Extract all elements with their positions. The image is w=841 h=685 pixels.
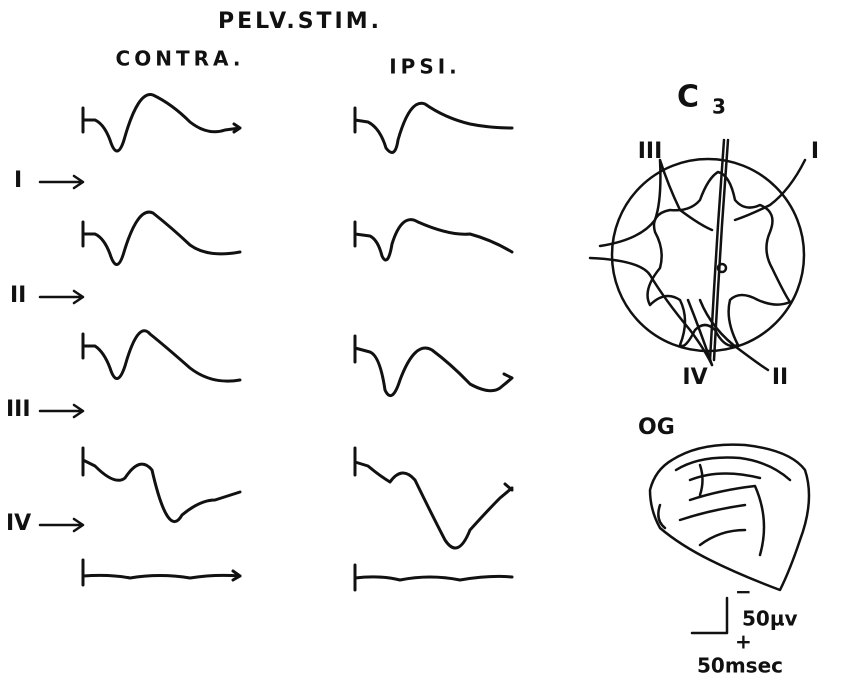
figure: PELV.STIM. CONTRA. IPSI. I II III IV C 3: [0, 0, 841, 685]
row-label: I: [14, 168, 22, 193]
tract-label: IV: [682, 365, 707, 390]
scale-minus: −: [735, 580, 752, 604]
tract-label: II: [772, 365, 788, 390]
scale-voltage: 50µv: [742, 607, 798, 631]
column-label: CONTRA.: [116, 47, 245, 71]
row-label: III: [6, 397, 31, 422]
section-subscript: 3: [712, 95, 726, 119]
tract-label: I: [811, 139, 819, 164]
scale-plus: +: [735, 630, 752, 654]
ganglion-label: OG: [638, 415, 675, 440]
column-label: IPSI.: [389, 55, 461, 79]
row-label: II: [10, 283, 26, 308]
section-title: C: [677, 80, 699, 115]
title: PELV.STIM.: [218, 9, 382, 34]
row-label: IV: [6, 511, 31, 536]
scale-time: 50msec: [697, 654, 783, 678]
tract-label: III: [638, 139, 663, 164]
